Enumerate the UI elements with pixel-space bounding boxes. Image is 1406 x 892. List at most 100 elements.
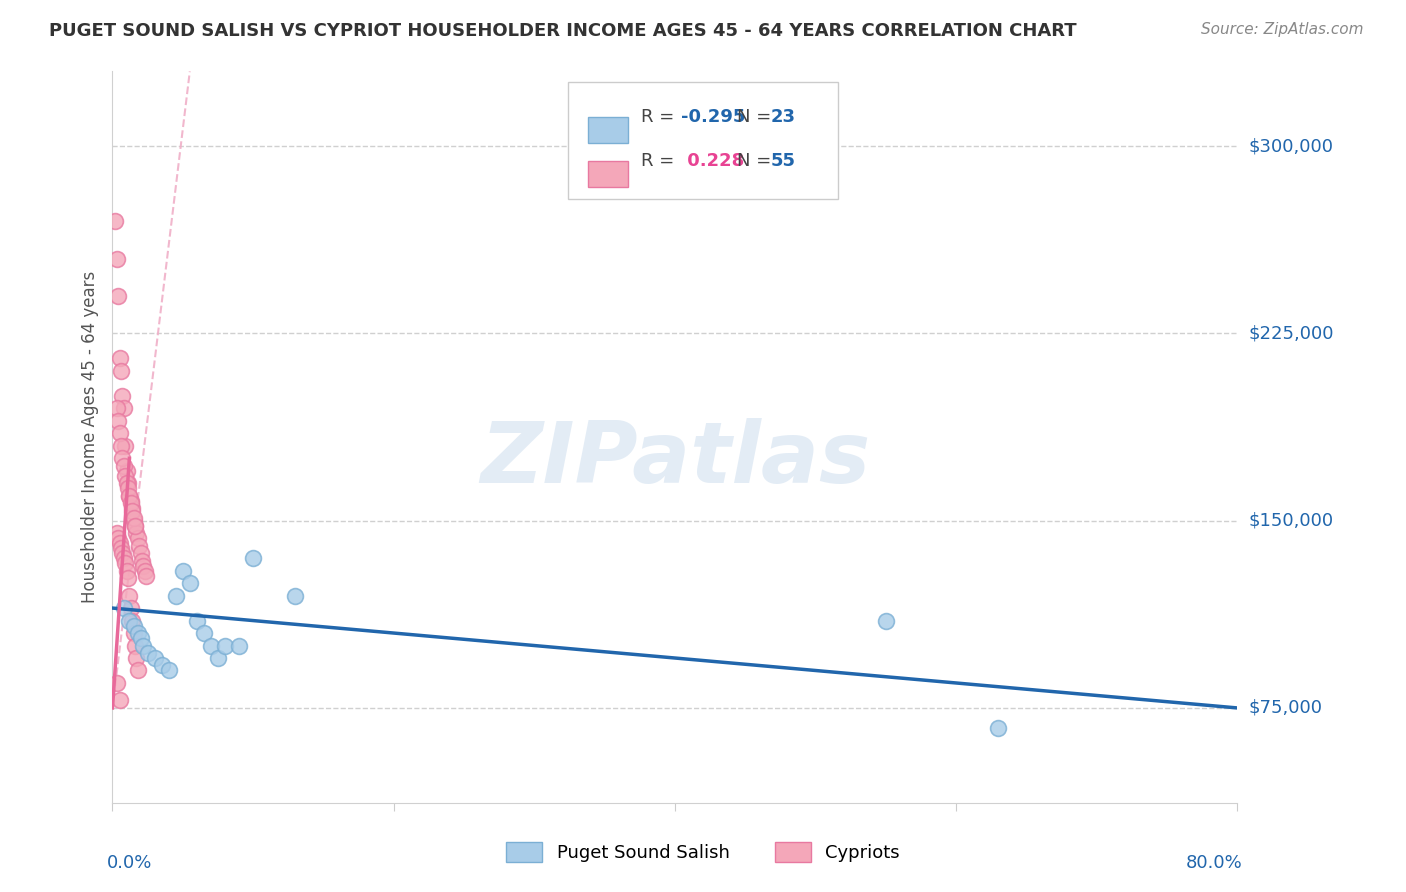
Point — [107, 289, 129, 303]
Point — [127, 664, 149, 678]
Text: PUGET SOUND SALISH VS CYPRIOT HOUSEHOLDER INCOME AGES 45 - 64 YEARS CORRELATION : PUGET SOUND SALISH VS CYPRIOT HOUSEHOLDE… — [49, 22, 1077, 40]
Point — [108, 351, 131, 366]
Point — [120, 493, 142, 508]
Text: 55: 55 — [770, 153, 796, 170]
Point — [132, 639, 155, 653]
Point — [242, 551, 264, 566]
Point — [115, 464, 138, 478]
Point — [112, 551, 135, 566]
Point — [165, 589, 187, 603]
Point — [120, 496, 142, 510]
Point — [118, 589, 141, 603]
Point — [129, 631, 152, 645]
Point — [112, 601, 135, 615]
Point — [125, 526, 148, 541]
Point — [128, 539, 150, 553]
Point — [104, 214, 127, 228]
Point — [143, 651, 166, 665]
Point — [207, 651, 229, 665]
FancyBboxPatch shape — [568, 82, 838, 200]
Point — [172, 564, 194, 578]
Point — [111, 389, 134, 403]
Point — [284, 589, 307, 603]
Point — [136, 646, 159, 660]
Point — [124, 518, 146, 533]
Point — [107, 531, 129, 545]
Point — [127, 531, 149, 545]
Point — [214, 639, 236, 653]
Point — [114, 468, 136, 483]
Text: $300,000: $300,000 — [1249, 137, 1333, 155]
Point — [129, 546, 152, 560]
Text: 23: 23 — [770, 109, 796, 127]
Point — [107, 414, 129, 428]
Point — [110, 439, 132, 453]
Point — [122, 626, 145, 640]
Point — [111, 451, 134, 466]
Text: $150,000: $150,000 — [1249, 512, 1333, 530]
Point — [121, 504, 143, 518]
Point — [135, 568, 157, 582]
Text: R =: R = — [641, 153, 675, 170]
Text: -0.295: -0.295 — [681, 109, 745, 127]
Point — [124, 518, 146, 533]
Point — [105, 526, 128, 541]
Text: 0.0%: 0.0% — [107, 854, 152, 872]
Text: N =: N = — [737, 153, 770, 170]
Point — [115, 564, 138, 578]
Point — [114, 439, 136, 453]
Point — [105, 676, 128, 690]
Point — [114, 556, 136, 570]
Point — [117, 571, 139, 585]
Text: R =: R = — [641, 109, 675, 127]
Point — [112, 458, 135, 473]
Point — [121, 614, 143, 628]
Point — [124, 639, 146, 653]
Point — [118, 614, 141, 628]
Text: ZIPatlas: ZIPatlas — [479, 417, 870, 500]
Point — [105, 401, 128, 416]
Point — [122, 618, 145, 632]
Point — [105, 252, 128, 266]
Point — [132, 558, 155, 573]
Point — [108, 693, 131, 707]
Point — [157, 664, 180, 678]
Point — [875, 614, 897, 628]
Point — [131, 554, 153, 568]
Point — [125, 651, 148, 665]
Point — [112, 401, 135, 416]
Point — [122, 511, 145, 525]
Point — [118, 489, 141, 503]
Point — [134, 564, 156, 578]
Point — [121, 501, 143, 516]
Point — [122, 514, 145, 528]
Text: 80.0%: 80.0% — [1187, 854, 1243, 872]
Legend: Puget Sound Salish, Cypriots: Puget Sound Salish, Cypriots — [499, 834, 907, 870]
Point — [111, 546, 134, 560]
Text: $75,000: $75,000 — [1249, 699, 1323, 717]
Point — [200, 639, 222, 653]
Text: $225,000: $225,000 — [1249, 325, 1334, 343]
Point — [228, 639, 250, 653]
Point — [987, 721, 1010, 735]
Text: N =: N = — [737, 109, 770, 127]
Point — [108, 426, 131, 441]
Point — [193, 626, 215, 640]
Point — [108, 536, 131, 550]
Point — [115, 476, 138, 491]
FancyBboxPatch shape — [588, 117, 627, 143]
FancyBboxPatch shape — [588, 161, 627, 186]
Point — [110, 364, 132, 378]
Point — [186, 614, 208, 628]
Text: 0.228: 0.228 — [681, 153, 744, 170]
Point — [118, 489, 141, 503]
Y-axis label: Householder Income Ages 45 - 64 years: Householder Income Ages 45 - 64 years — [80, 271, 98, 603]
Point — [150, 658, 173, 673]
Point — [117, 476, 139, 491]
Text: Source: ZipAtlas.com: Source: ZipAtlas.com — [1201, 22, 1364, 37]
Point — [120, 601, 142, 615]
Point — [117, 481, 139, 495]
Point — [179, 576, 201, 591]
Point — [110, 541, 132, 556]
Point — [127, 626, 149, 640]
